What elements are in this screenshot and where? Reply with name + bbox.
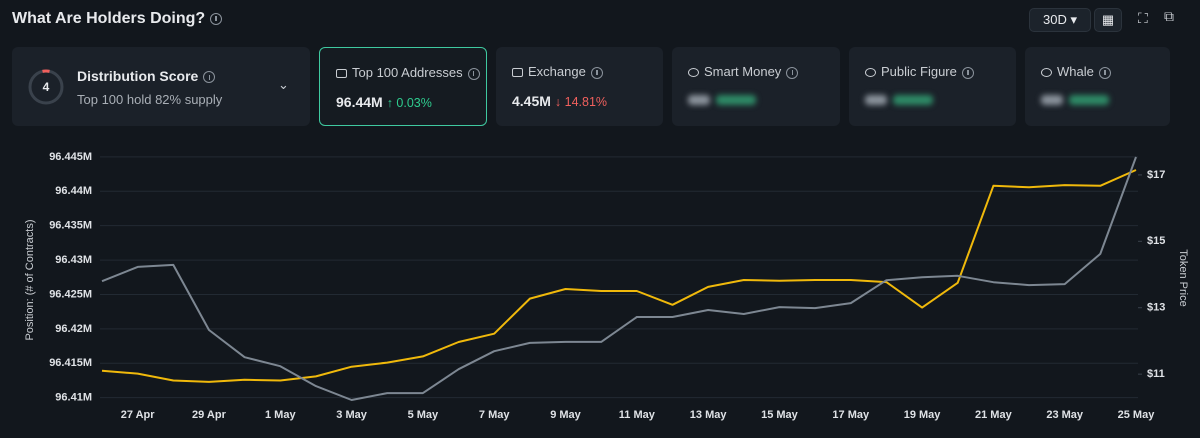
blurred-value <box>865 95 887 105</box>
y-tick-label: 96.43M <box>55 254 92 266</box>
y2-tick-label: $17 <box>1147 169 1165 181</box>
blurred-change <box>1069 95 1109 105</box>
x-tick-label: 19 May <box>904 409 942 421</box>
info-icon[interactable] <box>210 12 223 25</box>
x-tick-label: 29 Apr <box>192 409 227 421</box>
page-title: What Are Holders Doing? <box>12 10 206 27</box>
card-title-text: Exchange <box>528 64 586 79</box>
x-tick-label: 13 May <box>690 409 728 421</box>
x-tick-label: 5 May <box>408 409 439 421</box>
y2-tick-label: $11 <box>1147 368 1165 380</box>
y2-tick-label: $13 <box>1147 302 1165 314</box>
x-tick-label: 9 May <box>550 409 581 421</box>
card-title-text: Top 100 Addresses <box>352 65 463 80</box>
card-title: Whale <box>1041 64 1111 79</box>
calendar-button[interactable]: ▦ <box>1094 8 1122 32</box>
card-title: Public Figure <box>865 64 974 79</box>
x-tick-label: 15 May <box>761 409 799 421</box>
metric-card[interactable]: Exchange 4.45M ↓ 14.81% <box>496 47 663 126</box>
blurred-change <box>893 95 933 105</box>
metric-card[interactable]: Public Figure <box>849 47 1016 126</box>
card-title: Top 100 Addresses <box>336 65 480 80</box>
info-icon[interactable] <box>203 71 216 84</box>
metric-card[interactable]: Smart Money <box>672 47 840 126</box>
x-tick-label: 3 May <box>336 409 367 421</box>
score-subtitle: Top 100 hold 82% supply <box>77 92 223 107</box>
y-tick-label: 96.41M <box>55 392 92 404</box>
x-tick-label: 17 May <box>832 409 870 421</box>
card-title-text: Public Figure <box>881 64 957 79</box>
card-value: 4.45M ↓ 14.81% <box>512 93 607 109</box>
y-tick-label: 96.445M <box>49 151 92 163</box>
series-line <box>101 156 1137 401</box>
metric-card[interactable]: Top 100 Addresses 96.44M ↑ 0.03% <box>319 47 487 126</box>
more-button[interactable]: ⧉ <box>1164 8 1174 24</box>
period-label: 30D <box>1043 12 1067 27</box>
card-value: 96.44M ↑ 0.03% <box>336 94 432 110</box>
x-tick-label: 21 May <box>975 409 1013 421</box>
x-tick-label: 25 May <box>1118 409 1156 421</box>
card-title-text: Whale <box>1057 64 1094 79</box>
x-tick-label: 11 May <box>619 409 656 421</box>
card-value-text: 4.45M <box>512 93 551 109</box>
y-tick-label: 96.435M <box>49 220 92 232</box>
expand-button[interactable]: ⛶ <box>1138 10 1148 26</box>
card-change: ↓ 14.81% <box>554 95 608 109</box>
score-gauge: 4 <box>28 69 64 105</box>
y-tick-label: 96.44M <box>55 185 92 197</box>
metric-card[interactable]: Whale <box>1025 47 1170 126</box>
collapse-toggle[interactable]: ⌄ <box>278 77 289 92</box>
blurred-change <box>716 95 756 105</box>
period-select[interactable]: 30D ▾ <box>1029 8 1091 32</box>
y-tick-label: 96.42M <box>55 323 92 335</box>
x-tick-label: 1 May <box>265 409 296 421</box>
score-title: Distribution Score <box>77 68 216 84</box>
card-value-text: 96.44M <box>336 94 383 110</box>
card-title: Smart Money <box>688 64 799 79</box>
blurred-value <box>688 95 710 105</box>
y-axis-label: Position: (# of Contracts) <box>24 219 36 340</box>
y2-tick-label: $15 <box>1147 235 1165 247</box>
card-title: Exchange <box>512 64 603 79</box>
score-card[interactable]: 4 Distribution Score Top 100 hold 82% su… <box>12 47 310 126</box>
y-tick-label: 96.415M <box>49 357 92 369</box>
score-value: 4 <box>43 80 50 94</box>
card-change: ↑ 0.03% <box>386 96 432 110</box>
y2-axis-label: Token Price <box>1177 249 1189 306</box>
x-tick-label: 27 Apr <box>121 409 156 421</box>
blurred-value <box>1041 95 1063 105</box>
score-title-text: Distribution Score <box>77 68 199 84</box>
card-title-text: Smart Money <box>704 64 782 79</box>
series-line <box>101 169 1137 383</box>
x-tick-label: 23 May <box>1046 409 1084 421</box>
x-tick-label: 7 May <box>479 409 510 421</box>
header: What Are Holders Doing? <box>12 10 223 28</box>
y-tick-label: 96.425M <box>49 288 92 300</box>
